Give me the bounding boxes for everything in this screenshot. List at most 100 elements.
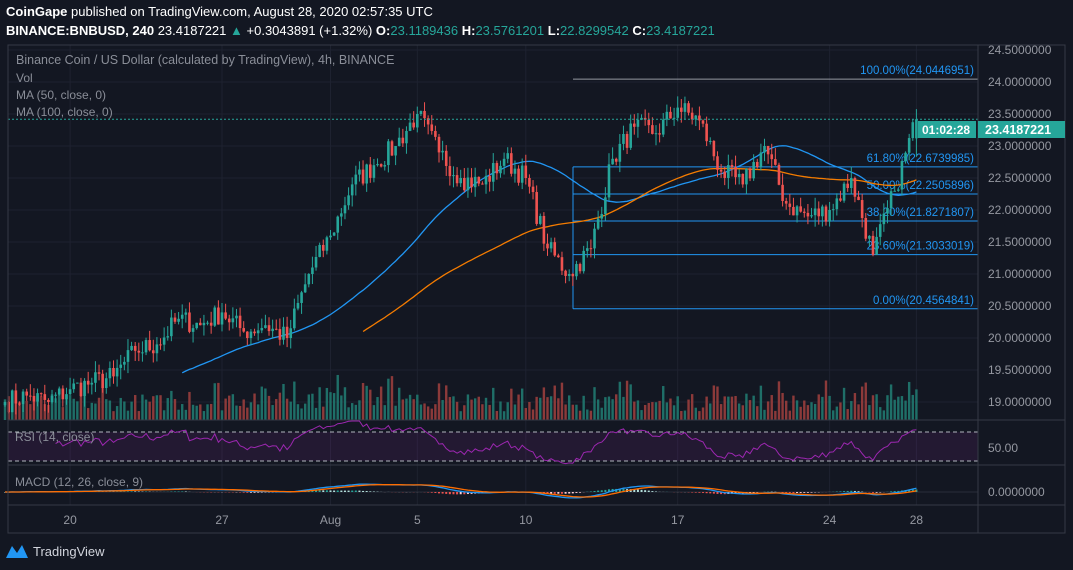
volume-bar — [694, 407, 697, 420]
volume-bar — [322, 406, 325, 420]
candle — [408, 122, 412, 131]
candle — [575, 264, 578, 277]
candle — [730, 164, 734, 167]
volume-bar — [513, 404, 517, 420]
candle — [195, 322, 198, 329]
candle — [191, 328, 195, 332]
volume-bar — [520, 388, 524, 420]
candle — [759, 152, 763, 167]
candle — [708, 140, 712, 142]
candle — [799, 206, 802, 212]
candle — [217, 307, 220, 325]
candle — [430, 124, 434, 131]
volume-bar — [810, 402, 813, 420]
macd-histogram-bar — [698, 492, 701, 493]
candle — [390, 141, 394, 156]
volume-bar — [191, 404, 195, 420]
candle — [564, 270, 567, 276]
macd-histogram-bar — [343, 490, 346, 492]
candle — [274, 328, 278, 330]
volume-bar — [94, 403, 97, 420]
volume-bar — [184, 409, 188, 420]
macd-histogram-bar — [604, 489, 607, 492]
volume-bar — [785, 400, 788, 420]
volume-bar — [745, 393, 748, 420]
volume-bar — [166, 398, 169, 420]
legend-ma100[interactable]: MA (100, close, 0) — [16, 105, 113, 119]
volume-bar — [633, 401, 636, 420]
candle — [680, 107, 683, 112]
macd-histogram-bar — [879, 492, 882, 493]
volume-bar — [553, 385, 556, 420]
volume-bar — [372, 405, 376, 420]
time-tick-label: 17 — [671, 513, 685, 527]
candle — [267, 325, 271, 332]
candle — [546, 243, 549, 249]
candle — [151, 350, 155, 354]
macd-histogram-bar — [709, 492, 712, 494]
volume-bar — [542, 387, 546, 420]
candle — [622, 133, 625, 144]
volume-bar — [593, 387, 596, 420]
volume-bar — [79, 385, 83, 420]
macd-histogram-bar — [644, 490, 647, 492]
candle — [745, 168, 748, 185]
ma100-line — [362, 167, 917, 333]
macd-histogram-bar — [126, 491, 129, 492]
candle — [886, 208, 889, 214]
candle — [459, 178, 462, 184]
fibonacci-retracement[interactable]: 100.00%(24.0446951) 61.80%(22.6739985) 50.… — [572, 65, 978, 310]
volume-bar — [21, 404, 25, 420]
macd-pane — [4, 483, 978, 499]
macd-histogram-bar — [702, 492, 705, 493]
volume-bar — [531, 409, 535, 420]
candle — [784, 201, 788, 204]
macd-histogram-bar — [430, 492, 433, 493]
candle — [528, 178, 531, 187]
candle — [155, 344, 159, 354]
legend-macd[interactable]: MACD (12, 26, close, 9) — [15, 475, 143, 489]
price-axis[interactable]: 24.5000000 24.0000000 23.5000000 23.0000000… — [988, 43, 1052, 409]
volume-bar — [517, 394, 520, 420]
volume-bar — [209, 403, 213, 420]
price-tick-label: 20.5000000 — [988, 299, 1052, 313]
candle — [463, 178, 466, 191]
candle — [144, 340, 148, 353]
volume-bar — [737, 403, 741, 420]
candle — [698, 115, 701, 121]
symbol-bar: BINANCE:BNBUSD, 240 23.4187221 ▲ +0.3043… — [6, 23, 715, 38]
candle — [585, 248, 589, 251]
candle — [831, 209, 835, 211]
low-label: L: — [547, 23, 561, 38]
candle — [368, 164, 372, 178]
volume-bar — [488, 404, 491, 420]
macd-histogram-bar — [607, 489, 610, 492]
macd-histogram-bar — [322, 490, 325, 492]
legend-vol[interactable]: Vol — [16, 71, 33, 85]
volume-bar — [213, 383, 216, 420]
volume-bar — [238, 405, 242, 420]
macd-histogram-bar — [466, 492, 469, 495]
volume-bar — [332, 393, 336, 420]
volume-bar — [915, 389, 918, 420]
volume-bar — [806, 405, 810, 420]
macd-histogram-bar — [575, 492, 578, 493]
tradingview-logo[interactable]: TradingView — [6, 544, 105, 559]
candle — [224, 312, 227, 319]
volume-bar — [824, 380, 828, 420]
candle — [227, 318, 231, 323]
last-price: 23.4187221 — [157, 23, 227, 38]
volume-bar — [727, 396, 730, 420]
legend-ma50[interactable]: MA (50, close, 0) — [16, 88, 106, 102]
candle — [213, 307, 217, 326]
candle — [112, 367, 115, 377]
candle — [401, 137, 405, 144]
volume-bar — [123, 401, 126, 420]
candle — [846, 183, 849, 189]
legend-rsi[interactable]: RSI (14, close) — [15, 430, 94, 444]
candle — [50, 395, 54, 402]
volume-bar — [336, 374, 339, 420]
volume-bar — [658, 400, 661, 420]
time-axis[interactable]: 20 27 Aug 5 10 17 24 28 — [63, 513, 923, 527]
